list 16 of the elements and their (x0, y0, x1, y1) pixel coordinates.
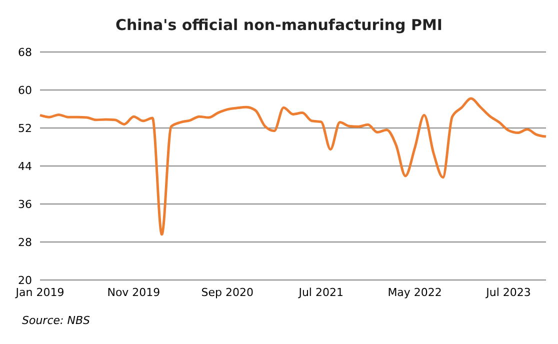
x-tick-label: Nov 2019 (107, 286, 160, 299)
y-tick-label: 28 (18, 236, 32, 249)
x-tick-label: Jan 2019 (14, 286, 64, 299)
y-tick-label: 52 (18, 122, 32, 135)
source-note: Source: NBS (22, 314, 90, 327)
x-tick-label: Jul 2023 (485, 286, 531, 299)
x-tick-label: Sep 2020 (201, 286, 254, 299)
chart-title: China's official non-manufacturing PMI (114, 16, 444, 34)
line-series (38, 97, 548, 236)
y-tick-label: 60 (18, 84, 32, 97)
x-tick-label: May 2022 (388, 286, 442, 299)
y-tick-label: 44 (18, 160, 32, 173)
y-tick-label: 36 (18, 198, 32, 211)
y-tick-label: 68 (18, 46, 32, 59)
x-tick-label: Jul 2021 (298, 286, 344, 299)
y-tick-label: 20 (18, 274, 32, 287)
